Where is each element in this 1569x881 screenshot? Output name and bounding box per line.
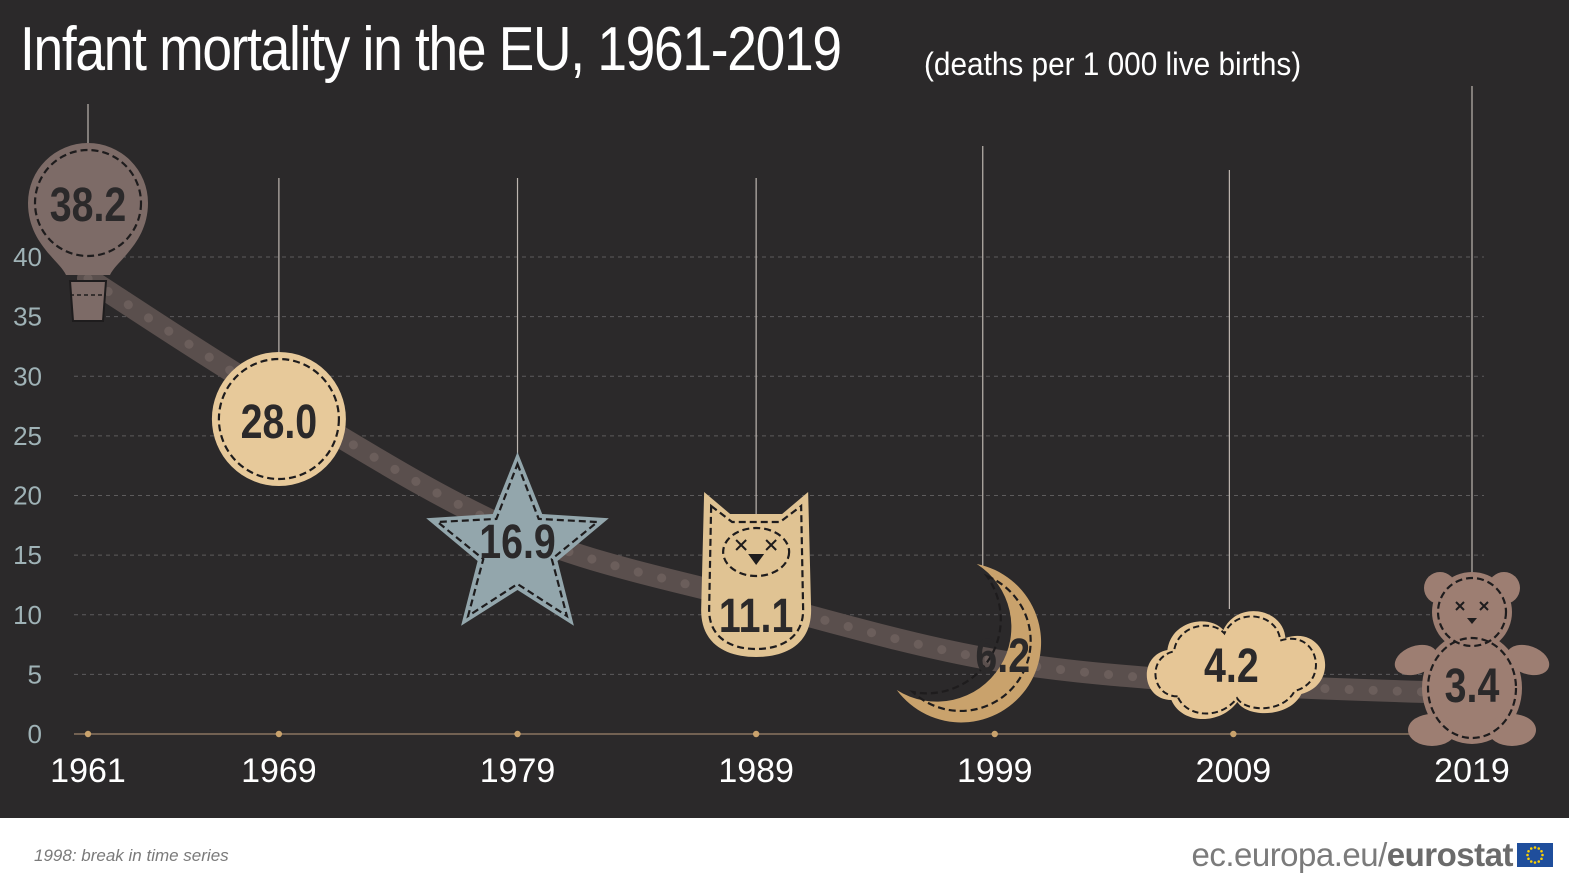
x-tick-label: 1989 (718, 752, 794, 790)
y-tick-label: 25 (13, 421, 42, 451)
y-tick-label: 15 (13, 540, 42, 570)
source-brand: eurostat (1386, 836, 1514, 873)
data-marker-1961: 38.2 (28, 143, 148, 322)
cloud-body (1146, 611, 1326, 720)
y-tick-label: 5 (28, 659, 42, 689)
data-marker-1979: 16.9 (426, 452, 609, 626)
circle-badge-body (211, 352, 346, 486)
teddy-bear-body (1394, 572, 1550, 746)
source-url: ec.europa.eu/ (1191, 836, 1387, 873)
balloon-body (28, 143, 148, 275)
data-label: 3.4 (1445, 659, 1500, 713)
chart-stage: Infant mortality in the EU, 1961-2019 (d… (0, 0, 1569, 818)
y-tick-label: 10 (13, 600, 42, 630)
y-tick-label: 40 (13, 242, 42, 272)
star-body (426, 452, 609, 626)
data-marker-1999: 6.2 (896, 564, 1042, 723)
y-axis: 0 5 10 15 20 25 30 35 40 (13, 242, 42, 749)
y-tick-label: 20 (13, 481, 42, 511)
owl-body (701, 492, 812, 657)
x-tick-label: 1969 (241, 752, 317, 790)
x-tick-dot (1230, 730, 1237, 738)
chart-subtitle: (deaths per 1 000 live births) (924, 46, 1302, 82)
x-tick-label: 2009 (1196, 752, 1272, 790)
data-label: 28.0 (241, 395, 318, 449)
x-tick-label: 1979 (480, 752, 556, 790)
data-marker-1969: 28.0 (211, 352, 346, 486)
y-tick-label: 35 (13, 302, 42, 332)
data-label: 11.1 (719, 589, 793, 643)
hanging-strings (87, 86, 1473, 609)
data-marker-2019: 3.4 (1394, 572, 1550, 746)
chart-title: Infant mortality in the EU, 1961-2019 (20, 15, 842, 84)
bear-eye (1455, 601, 1465, 611)
x-tick-dot (991, 730, 998, 738)
x-tick-dot (275, 730, 283, 738)
owl-eye (765, 539, 777, 551)
data-label: 38.2 (50, 178, 127, 232)
x-tick-label: 2019 (1434, 752, 1510, 790)
y-tick-label: 0 (28, 719, 42, 749)
source-credit: ec.europa.eu/ eurostat (1191, 836, 1553, 874)
data-label: 16.9 (479, 515, 556, 569)
data-label: 6.2 (975, 629, 1030, 683)
eu-flag-icon (1517, 843, 1553, 867)
data-markers: 38.2 28.0 16.9 11.1 6.2 4.2 3.4 (28, 143, 1550, 746)
x-tick-dot (514, 730, 521, 738)
moon-body (896, 564, 1042, 723)
footnote: 1998: break in time series (34, 846, 229, 865)
x-tick-label: 1999 (957, 752, 1033, 790)
balloon-basket (68, 280, 108, 322)
data-marker-1989: 11.1 (701, 492, 812, 657)
y-tick-label: 30 (13, 361, 42, 391)
owl-beak (748, 554, 765, 565)
owl-eye (735, 539, 747, 551)
x-axis: 1961 1969 1979 1989 1999 2009 2019 (50, 730, 1510, 790)
x-tick-dot (752, 730, 760, 738)
data-label: 4.2 (1204, 639, 1259, 693)
x-tick-dot (84, 730, 92, 738)
data-marker-2009: 4.2 (1146, 611, 1326, 720)
bear-eye (1479, 601, 1489, 611)
infant-mortality-chart: 0 5 10 15 20 25 30 35 40 1961 1969 1979 1989 1999 200… (13, 86, 1550, 790)
x-tick-label: 1961 (50, 752, 126, 790)
bear-nose (1467, 618, 1477, 624)
